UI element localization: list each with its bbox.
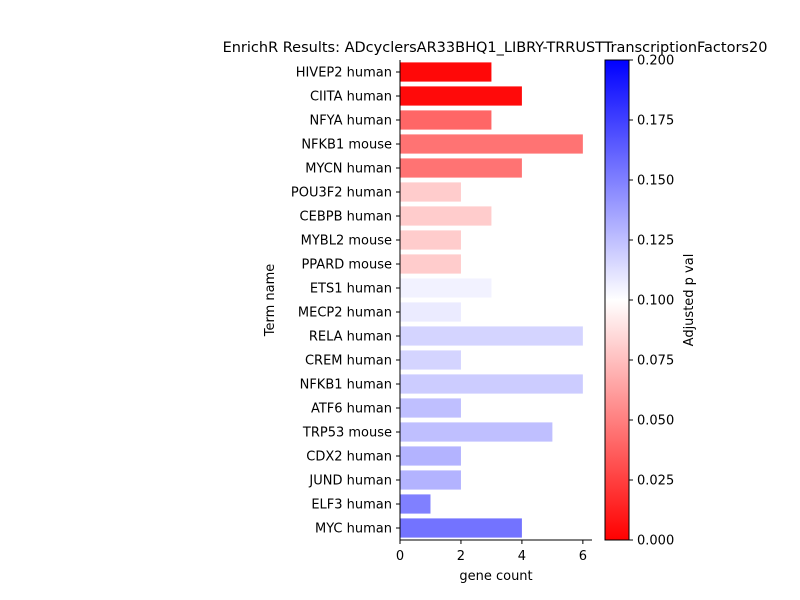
bar [400,326,583,346]
y-tick-label: POU3F2 human [291,186,392,201]
x-tick-label: 2 [457,549,465,564]
y-tick-label: ELF3 human [311,498,392,513]
y-tick-label: ETS1 human [310,282,392,297]
bars-group [400,62,583,538]
y-tick-label: MYBL2 mouse [301,234,392,249]
colorbar-ticks: 0.000 0.025 0.050 0.075 0.100 0.125 0.150 0.175… [629,54,674,549]
y-tick-label: NFYA human [309,114,392,129]
y-tick-label: CDX2 human [306,450,392,465]
x-tick-label: 0 [396,549,404,564]
colorbar-tick-label: 0.000 [637,534,674,549]
bar [400,230,461,250]
bar [400,518,522,538]
bar [400,182,461,202]
colorbar-label: Adjusted p val [682,254,697,347]
chart-title: EnrichR Results: ADcyclersAR33BHQ1_LIBRY… [223,40,768,56]
bar [400,398,461,418]
y-tick-labels: HIVEP2 human CIITA human NFYA human NFKB1 m… [291,66,400,537]
bar [400,134,583,154]
x-tick-label: 6 [579,549,587,564]
bar [400,350,461,370]
bar [400,470,461,490]
bar [400,110,492,130]
colorbar-tick-label: 0.200 [637,54,674,69]
bar [400,158,522,178]
y-tick-label: MYCN human [305,162,392,177]
bar [400,422,553,442]
colorbar-tick-label: 0.150 [637,174,674,189]
y-tick-label: ATF6 human [311,402,392,417]
bar [400,278,492,298]
y-tick-label: CEBPB human [300,210,392,225]
y-tick-label: HIVEP2 human [296,66,392,81]
y-tick-label: NFKB1 human [300,378,392,393]
colorbar-tick-label: 0.125 [637,234,674,249]
colorbar [604,59,630,541]
y-tick-label: RELA human [309,330,392,345]
y-tick-label: PPARD mouse [301,258,392,273]
y-tick-label: MECP2 human [298,306,392,321]
colorbar-tick-label: 0.025 [637,474,674,489]
y-tick-label: MYC human [315,522,392,537]
x-axis: 0 2 4 6 [396,540,587,564]
y-axis-label: Term name [263,264,278,338]
colorbar-tick-label: 0.100 [637,294,674,309]
bar [400,494,431,514]
y-tick-label: CREM human [305,354,392,369]
bar [400,206,492,226]
bar [400,446,461,466]
y-tick-label: TRP53 mouse [302,426,392,441]
x-axis-label: gene count [459,569,532,584]
bar [400,86,522,106]
y-tick-label: CIITA human [310,90,392,105]
y-tick-label: NFKB1 mouse [301,138,392,153]
y-tick-label: JUND human [308,474,392,489]
colorbar-tick-label: 0.175 [637,114,674,129]
bar [400,302,461,322]
bar [400,62,492,82]
bar [400,254,461,274]
colorbar-tick-label: 0.075 [637,354,674,369]
colorbar-tick-label: 0.050 [637,414,674,429]
x-tick-label: 4 [518,549,526,564]
bar [400,374,583,394]
